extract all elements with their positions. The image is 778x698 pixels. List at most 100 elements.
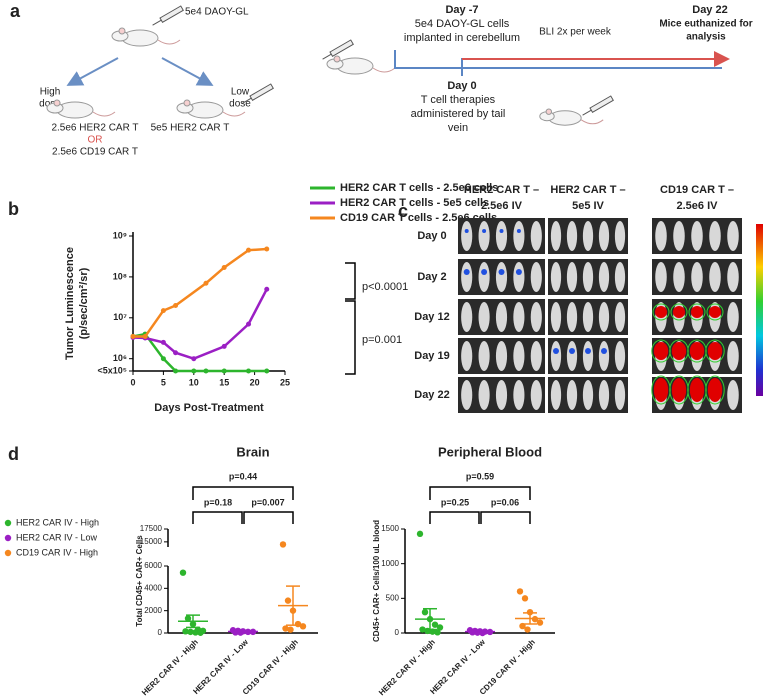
mouse-image: [598, 262, 610, 292]
p-value: p<0.0001: [362, 281, 408, 293]
bli-signal: [601, 348, 607, 354]
bracket: [429, 511, 480, 524]
y-tick-label: 6000: [144, 561, 162, 570]
data-point: [264, 368, 270, 374]
bli-signal: [553, 348, 559, 354]
y-tick-label: 1000: [381, 559, 399, 568]
data-point: [203, 280, 209, 286]
p-value: p=0.59: [466, 471, 494, 481]
mouse-image: [550, 221, 562, 251]
panel-label: a: [10, 1, 21, 21]
data-point: [299, 623, 307, 630]
mouse-image: [461, 302, 473, 332]
timeline-day: Day -7: [445, 4, 478, 16]
p-value: p=0.06: [491, 497, 519, 507]
syringe: [249, 83, 274, 102]
y-tick-label: 2000: [144, 606, 162, 615]
data-point: [237, 629, 244, 636]
mouse-image: [582, 262, 594, 292]
column-header: CD19 CAR T –: [660, 184, 734, 196]
mouse-image: [709, 221, 721, 251]
x-axis-label: Days Post-Treatment: [154, 402, 264, 414]
mouse-image: [461, 341, 473, 371]
bli-signal: [673, 306, 685, 318]
y-tick-label: 500: [386, 593, 400, 602]
mouse-image: [530, 341, 542, 371]
x-tick-label: 0: [130, 377, 135, 387]
x-tick-label: HER2 CAR IV - Low: [428, 637, 487, 696]
mouse-image: [513, 221, 525, 251]
data-point: [130, 333, 136, 339]
mouse-image: [495, 221, 508, 251]
timeline: [394, 50, 722, 69]
bracket: [345, 262, 356, 300]
data-point: [421, 609, 429, 616]
mouse-ear: [545, 108, 552, 115]
mouse-image: [495, 341, 508, 371]
group-text: 5e5 HER2 CAR T: [151, 123, 230, 134]
series-line: [133, 247, 267, 338]
data-point: [192, 629, 199, 636]
mouse-image: [530, 302, 542, 332]
legend-label: HER2 CAR IV - Low: [16, 532, 98, 542]
mouse-image: [495, 380, 508, 410]
mouse-ear: [118, 27, 126, 35]
bli-signal: [498, 269, 505, 275]
syringe-needle: [322, 53, 332, 60]
mouse-image: [478, 341, 490, 371]
group-text: 2.5e6 HER2 CAR T: [51, 123, 138, 134]
mouse-image: [566, 380, 578, 410]
timeline-text: Mice euthanized for: [659, 19, 752, 30]
bli-signal: [671, 378, 687, 402]
mouse-image: [614, 302, 626, 332]
timeline-day: Day 22: [692, 4, 727, 16]
mouse-tail: [222, 111, 246, 117]
mouse-image: [513, 341, 525, 371]
mouse-image: [566, 341, 578, 371]
data-point: [160, 308, 166, 314]
y-tick-label: 10⁷: [113, 312, 127, 322]
y-tick-label: 17500: [140, 524, 163, 533]
data-point: [173, 350, 179, 356]
bli-signal: [706, 303, 724, 321]
bli-signal: [707, 378, 723, 402]
bli-signal: [481, 269, 488, 275]
mouse-image: [709, 262, 721, 292]
syringe: [329, 39, 354, 58]
p-value: p=0.18: [204, 497, 232, 507]
mouse-image: [691, 262, 703, 292]
chart-title: Brain: [236, 444, 269, 459]
data-point: [160, 356, 166, 362]
bracket: [192, 486, 294, 500]
y-axis-label: (p/sec/cm²/sr): [78, 267, 90, 339]
data-point: [191, 356, 197, 362]
y-tick-label: 10⁶: [113, 353, 127, 363]
column-header: HER2 CAR T –: [464, 184, 539, 196]
arrow: [66, 57, 119, 86]
bli-signal: [464, 229, 469, 233]
low-dose-label: dose: [229, 99, 251, 110]
row-label: Day 19: [414, 350, 449, 362]
data-point: [246, 368, 252, 374]
mouse-image: [513, 302, 525, 332]
mouse-image: [582, 380, 594, 410]
row-label: Day 0: [417, 230, 446, 242]
mouse-image: [727, 341, 739, 371]
series-line: [132, 288, 268, 361]
data-point: [416, 530, 424, 538]
bli-signal: [689, 342, 705, 360]
data-point: [173, 368, 179, 374]
mouse-image: [691, 221, 703, 251]
x-tick-label: 10: [189, 377, 199, 387]
bracket: [480, 511, 531, 524]
data-point: [246, 247, 252, 253]
bli-signal: [689, 378, 705, 402]
mouse-image: [530, 262, 542, 292]
bli-signal: [655, 306, 667, 318]
bracket: [345, 300, 356, 375]
mouse-image: [727, 221, 739, 251]
column-header: 2.5e6 IV: [677, 200, 719, 212]
mouse-image: [478, 262, 490, 292]
mouse-image: [513, 380, 525, 410]
